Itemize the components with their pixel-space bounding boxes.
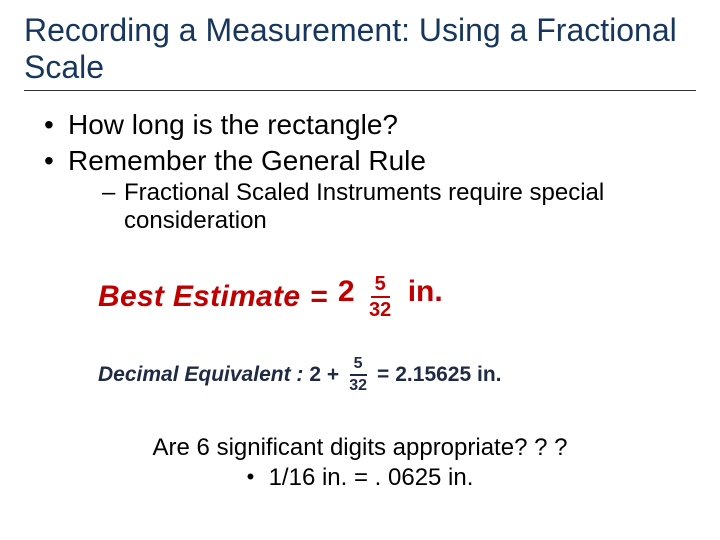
decimal-result: 2.15625 in. [395,363,501,387]
fraction-denominator: 32 [365,298,395,320]
unit-inches-red: in. [408,275,443,308]
fraction-red: 5 32 [365,274,395,320]
fraction-denominator-blue: 32 [345,376,371,394]
decimal-equivalent-row: Decimal Equivalent : 2 + 5 32 = 2.15625 … [98,356,696,394]
bullet-item-1: How long is the rectangle? [44,109,696,141]
decimal-lhs-whole: 2 + [309,363,339,387]
bullet-item-2-text: Remember the General Rule [68,145,426,176]
mixed-whole-number: 2 [338,275,355,308]
subbullet-item: Fractional Scaled Instruments require sp… [102,179,696,237]
footer-bullet-list: 1/16 in. = . 0625 in. [24,464,696,492]
fraction-numerator-blue: 5 [350,356,367,376]
best-estimate-row: Best Estimate = 2 5 32 in. [98,274,696,320]
equals-sign-blue: = [377,363,389,387]
slide-title: Recording a Measurement: Using a Fractio… [24,12,696,86]
formula-block: Best Estimate = 2 5 32 in. Decimal Equiv… [24,274,696,394]
footer-question: Are 6 significant digits appropriate? ? … [24,434,696,462]
title-underline [24,90,696,91]
best-estimate-label: Best Estimate [98,280,300,314]
footer-block: Are 6 significant digits appropriate? ? … [24,434,696,492]
bullet-item-2: Remember the General Rule Fractional Sca… [44,145,696,237]
fraction-blue: 5 32 [345,356,371,394]
equals-sign-red: = [310,280,328,314]
best-estimate-value: 2 5 32 in. [338,274,443,320]
bullet-list-level2: Fractional Scaled Instruments require sp… [68,179,696,237]
slide: Recording a Measurement: Using a Fractio… [0,0,720,540]
bullet-list-level1: How long is the rectangle? Remember the … [24,109,696,237]
fraction-numerator: 5 [371,274,390,298]
decimal-equivalent-label: Decimal Equivalent : [98,363,303,387]
footer-conversion: 1/16 in. = . 0625 in. [247,464,474,492]
